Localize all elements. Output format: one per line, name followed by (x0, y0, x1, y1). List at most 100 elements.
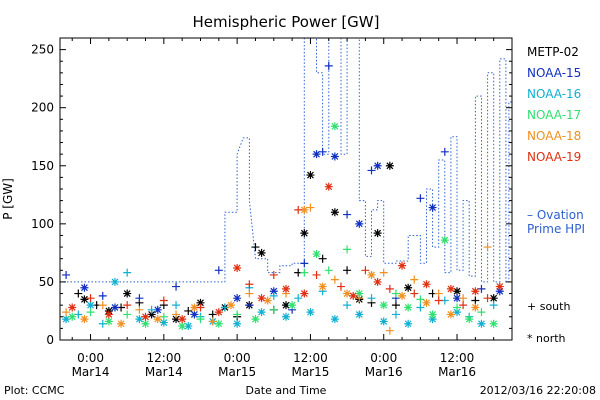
point-south (98, 301, 107, 310)
point-north (373, 161, 382, 170)
point-south (343, 266, 352, 275)
symbol-legend-north: * north (527, 332, 566, 345)
point-north (379, 301, 388, 310)
point-south (367, 294, 376, 303)
point-north (153, 305, 162, 314)
point-north (178, 315, 187, 324)
point-north (172, 315, 181, 324)
point-north (367, 270, 376, 279)
point-north (233, 319, 242, 328)
point-north (440, 236, 449, 245)
point-north (489, 319, 498, 328)
point-south (269, 270, 278, 279)
point-north (471, 287, 480, 296)
point-south (300, 259, 309, 268)
point-south (208, 317, 217, 326)
point-north (159, 318, 168, 327)
point-north (233, 263, 242, 272)
y-tick-label: 250 (31, 43, 54, 57)
point-north (257, 248, 266, 257)
y-tick-label: 0 (46, 333, 54, 347)
point-south (294, 205, 303, 214)
point-north (104, 310, 113, 319)
point-south (135, 305, 144, 314)
point-south (459, 301, 468, 310)
point-north (495, 287, 504, 296)
point-north (153, 315, 162, 324)
point-south (361, 266, 370, 275)
point-north (379, 317, 388, 326)
point-north (306, 308, 315, 317)
chart-title: Hemispheric Power [GW] (193, 13, 380, 31)
point-north (330, 208, 339, 217)
point-north (312, 250, 321, 259)
point-north (453, 287, 462, 296)
point-north (233, 294, 242, 303)
point-south (220, 303, 229, 312)
ovation-prime-hpi-line (60, 38, 512, 283)
legend-entry-noaa-17: NOAA-17 (527, 108, 581, 122)
footer-timestamp: 2012/03/16 22:20:08 (480, 384, 596, 397)
point-north (373, 229, 382, 238)
point-south (62, 270, 71, 279)
point-south (385, 326, 394, 335)
point-north (269, 287, 278, 296)
point-north (330, 152, 339, 161)
legend-entry-noaa-15: NOAA-15 (527, 66, 581, 80)
point-south (453, 303, 462, 312)
point-south (324, 61, 333, 70)
point-south (416, 194, 425, 203)
point-south (233, 310, 242, 319)
x-tick-time-label: 12:00 (293, 351, 328, 365)
point-south (172, 310, 181, 319)
point-south (459, 294, 468, 303)
point-south (74, 289, 83, 298)
point-south (416, 295, 425, 304)
point-north (355, 289, 364, 298)
point-north (428, 203, 437, 212)
point-south (324, 266, 333, 275)
point-south (245, 289, 254, 298)
series-metp-02 (74, 161, 498, 324)
point-north (373, 277, 382, 286)
point-north (404, 319, 413, 328)
symbol-legend-south: + south (527, 300, 570, 313)
point-south (62, 308, 71, 317)
point-south (483, 243, 492, 252)
point-south (196, 315, 205, 324)
x-axis-label: Date and Time (246, 384, 327, 397)
point-north (330, 122, 339, 131)
legend-entry-noaa-16: NOAA-16 (527, 87, 581, 101)
point-north (495, 282, 504, 291)
point-north (489, 294, 498, 303)
point-north (110, 303, 119, 312)
point-north (300, 205, 309, 214)
point-north (349, 291, 358, 300)
point-south (123, 301, 132, 310)
point-north (147, 310, 156, 319)
ovation-label-line2: Prime HPI (527, 222, 585, 236)
footer-plot-credit: Plot: CCMC (4, 384, 65, 397)
point-south (74, 310, 83, 319)
point-south (86, 294, 95, 303)
point-south (489, 301, 498, 310)
legend-entry-metp-02: METP-02 (527, 45, 579, 59)
y-axis-label: P [GW] (1, 178, 15, 220)
point-south (343, 210, 352, 219)
point-north (123, 289, 132, 298)
point-south (367, 166, 376, 175)
point-south (123, 268, 132, 277)
point-south (379, 268, 388, 277)
point-north (453, 308, 462, 317)
point-north (300, 229, 309, 238)
point-north (117, 319, 126, 328)
point-north (257, 294, 266, 303)
point-north (110, 277, 119, 286)
point-south (343, 301, 352, 310)
point-north (330, 315, 339, 324)
point-south (294, 294, 303, 303)
point-north (404, 283, 413, 292)
x-tick-time-label: 12:00 (440, 351, 475, 365)
point-south (184, 306, 193, 315)
point-south (147, 305, 156, 314)
